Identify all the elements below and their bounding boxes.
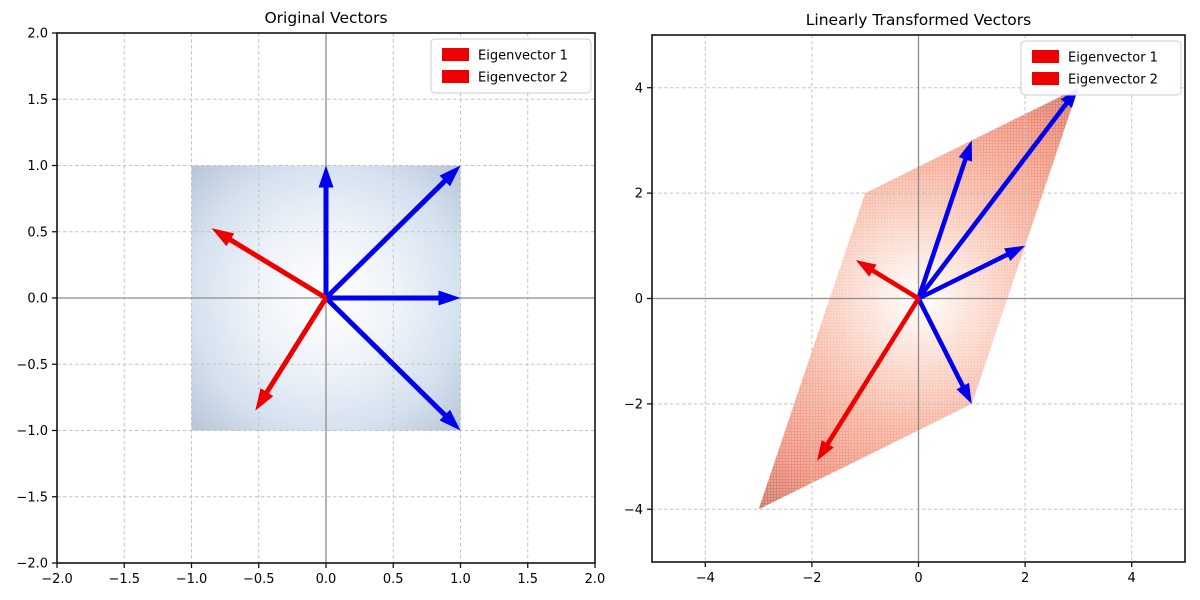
y-tick-label: 1.0 <box>27 159 48 174</box>
legend-entry-label: Eigenvector 2 <box>478 71 568 86</box>
subplot-original: −2.0 −1.5 −1.0 −0.5 0.0 0.5 1.0 1.5 2.0 −2.0 −1.5 −… <box>16 9 605 587</box>
x-tick-label: −1.5 <box>108 572 140 587</box>
plot-title: Linearly Transformed Vectors <box>806 11 1031 29</box>
y-tick-label: −4 <box>624 503 643 518</box>
x-tick-label: −1.0 <box>176 572 208 587</box>
x-tick-label: −4 <box>696 571 715 586</box>
legend-entry-label: Eigenvector 1 <box>1068 51 1158 66</box>
y-tick-label: −2 <box>624 398 643 413</box>
x-tick-label: −2 <box>802 571 821 586</box>
x-tick-label: −0.5 <box>243 572 275 587</box>
legend-swatch <box>442 48 469 61</box>
legend-box <box>1020 40 1182 96</box>
y-tick-label: 0.5 <box>27 225 48 240</box>
x-tick-label: 1.0 <box>450 572 471 587</box>
y-tick-label: −1.5 <box>16 490 48 505</box>
vector-arrow-blue-2 <box>916 140 973 300</box>
eigenvector-arrow-1 <box>855 260 920 301</box>
y-tick-label: 4 <box>635 81 643 96</box>
x-tick-label: 0 <box>914 571 922 586</box>
eigenvector-arrow-2 <box>817 297 921 461</box>
y-tick-label: 0.0 <box>27 292 48 307</box>
legend-swatch <box>1032 50 1059 63</box>
y-tick-label: −0.5 <box>16 358 48 373</box>
y-tick-label: −1.0 <box>16 424 48 439</box>
x-tick-label: 0.5 <box>383 572 404 587</box>
axis-ticks <box>52 32 596 568</box>
legend-entry-label: Eigenvector 1 <box>478 49 568 64</box>
legend: Eigenvector 1 Eigenvector 2 <box>430 38 592 94</box>
legend: Eigenvector 1 Eigenvector 2 <box>1020 40 1182 96</box>
y-tick-label: 2 <box>635 187 643 202</box>
y-tick-label: −2.0 <box>16 557 48 572</box>
y-tick-label: 0 <box>635 292 643 307</box>
vector-arrow-blue-4 <box>916 297 972 404</box>
y-tick-label: 1.5 <box>27 93 48 108</box>
y-tick-label: 2.0 <box>27 27 48 42</box>
eigenvector-arrow-2 <box>255 296 329 411</box>
legend-entry-label: Eigenvector 2 <box>1068 73 1158 88</box>
x-tick-label: 1.5 <box>517 572 538 587</box>
vector-arrow-blue-3 <box>326 290 461 306</box>
x-tick-label: 4 <box>1128 571 1136 586</box>
legend-swatch <box>1032 72 1059 85</box>
vector-arrow-blue-4 <box>324 296 461 431</box>
x-tick-label: 2 <box>1021 571 1029 586</box>
vector-arrow-blue-3 <box>917 245 1026 301</box>
vector-arrow-blue-1 <box>324 165 461 300</box>
plot-title: Original Vectors <box>264 9 387 27</box>
vector-arrow-blue-2 <box>318 165 334 298</box>
axis-ticks <box>647 87 1133 567</box>
eigenvector-arrow-1 <box>211 228 328 301</box>
legend-box <box>430 38 592 94</box>
subplot-transformed: −4 −2 0 2 4 −4 −2 0 2 4 Eigenvector 1 Eigenvector 2… <box>624 11 1186 586</box>
x-tick-label: −2.0 <box>41 572 73 587</box>
x-tick-label: 2.0 <box>585 572 606 587</box>
x-tick-label: 0.0 <box>316 572 337 587</box>
legend-swatch <box>442 70 469 83</box>
